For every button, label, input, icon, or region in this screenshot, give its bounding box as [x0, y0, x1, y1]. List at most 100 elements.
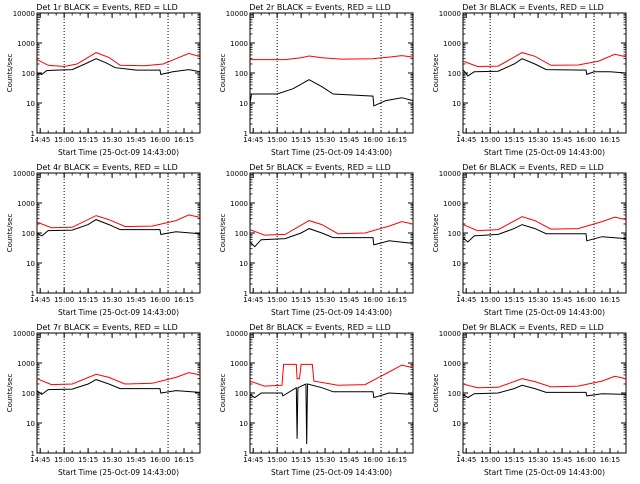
x-tick-label: 16:00 — [363, 136, 383, 144]
detector-panel: Det 2r BLACK = Events, RED = LLD 1 10 100 10… — [219, 3, 414, 157]
x-tick-label: 16:00 — [150, 136, 170, 144]
y-tick-label: 100 — [22, 230, 35, 238]
x-tick-label: 14:45 — [30, 136, 50, 144]
y-tick-label: 10 — [239, 420, 248, 428]
chart-title: Det 5r BLACK = Events, RED = LLD — [249, 163, 391, 172]
x-axis-label: Start Time (25-Oct-09 14:43:00) — [58, 148, 179, 157]
x-tick-label: 14:45 — [456, 296, 476, 304]
detector-panel: Det 3r BLACK = Events, RED = LLD 1 10 100 10… — [432, 3, 627, 157]
y-tick-label: 100 — [22, 390, 35, 398]
x-tick-label: 14:45 — [456, 456, 476, 464]
x-axis-label: Start Time (25-Oct-09 14:43:00) — [58, 308, 179, 317]
x-tick-label: 15:45 — [339, 296, 359, 304]
y-tick-label: 1 — [457, 450, 461, 458]
x-tick-label: 16:15 — [174, 136, 194, 144]
plot-frame — [36, 332, 201, 454]
x-tick-label: 15:15 — [291, 136, 311, 144]
y-tick-label: 10 — [239, 260, 248, 268]
series-black-events — [249, 383, 414, 445]
x-tick-label: 15:45 — [552, 296, 572, 304]
x-tick-label: 15:45 — [126, 296, 146, 304]
chart-title: Det 7r BLACK = Events, RED = LLD — [36, 323, 178, 332]
y-tick-label: 1000 — [17, 360, 35, 368]
y-axis-label: Counts/sec — [219, 214, 227, 253]
x-tick-label: 14:45 — [30, 296, 50, 304]
series-black-events — [36, 219, 201, 237]
series-black-events — [36, 58, 201, 75]
x-axis-label: Start Time (25-Oct-09 14:43:00) — [58, 468, 179, 477]
series-red-lld — [36, 372, 201, 386]
y-tick-label: 10 — [26, 420, 35, 428]
x-tick-label: 16:15 — [600, 456, 620, 464]
y-tick-label: 10000 — [226, 170, 248, 178]
series-black-events — [249, 228, 414, 248]
y-tick-label: 10 — [452, 260, 461, 268]
y-tick-label: 10 — [26, 100, 35, 108]
y-tick-label: 1 — [457, 290, 461, 298]
y-tick-label: 100 — [22, 70, 35, 78]
y-tick-label: 1 — [31, 130, 35, 138]
x-axis-label: Start Time (25-Oct-09 14:43:00) — [484, 468, 605, 477]
chart-title: Det 2r BLACK = Events, RED = LLD — [249, 3, 391, 12]
x-tick-label: 15:00 — [54, 456, 74, 464]
series-black-events — [462, 224, 627, 243]
y-tick-label: 10000 — [13, 330, 35, 338]
y-tick-label: 1 — [244, 130, 248, 138]
y-tick-label: 10000 — [439, 170, 461, 178]
y-axis-label: Counts/sec — [219, 374, 227, 413]
x-tick-label: 14:45 — [456, 136, 476, 144]
x-tick-label: 16:15 — [600, 296, 620, 304]
chart-title: Det 6r BLACK = Events, RED = LLD — [462, 163, 604, 172]
series-red-lld — [250, 55, 414, 61]
series-black-events — [462, 58, 627, 77]
y-tick-label: 1000 — [230, 40, 248, 48]
y-tick-label: 10000 — [439, 10, 461, 18]
y-tick-label: 10000 — [13, 10, 35, 18]
y-tick-label: 1000 — [17, 200, 35, 208]
x-tick-label: 16:00 — [150, 456, 170, 464]
x-tick-label: 14:45 — [243, 136, 263, 144]
x-tick-label: 16:15 — [174, 296, 194, 304]
x-axis-label: Start Time (25-Oct-09 14:43:00) — [484, 308, 605, 317]
x-tick-label: 15:15 — [291, 296, 311, 304]
y-tick-label: 1000 — [443, 360, 461, 368]
y-tick-label: 10 — [26, 260, 35, 268]
chart-title: Det 1r BLACK = Events, RED = LLD — [36, 3, 178, 12]
x-tick-label: 15:45 — [126, 456, 146, 464]
y-tick-label: 1 — [31, 450, 35, 458]
series-black-events — [36, 379, 201, 396]
x-tick-label: 16:00 — [576, 136, 596, 144]
x-tick-label: 15:45 — [126, 136, 146, 144]
y-tick-label: 1 — [457, 130, 461, 138]
x-axis-label: Start Time (25-Oct-09 14:43:00) — [271, 468, 392, 477]
chart-title: Det 9r BLACK = Events, RED = LLD — [462, 323, 604, 332]
y-tick-label: 10 — [239, 100, 248, 108]
y-axis-label: Counts/sec — [432, 54, 440, 93]
y-tick-label: 1 — [244, 290, 248, 298]
y-tick-label: 100 — [448, 230, 461, 238]
x-tick-label: 15:30 — [102, 136, 122, 144]
chart-title: Det 4r BLACK = Events, RED = LLD — [36, 163, 178, 172]
series-black-events — [462, 384, 627, 399]
y-tick-label: 10000 — [226, 330, 248, 338]
plot-frame — [249, 172, 414, 294]
series-red-lld — [462, 375, 627, 389]
x-tick-label: 15:45 — [339, 456, 359, 464]
x-tick-label: 16:00 — [150, 296, 170, 304]
x-tick-label: 15:45 — [552, 136, 572, 144]
plot-frame — [36, 172, 201, 294]
x-tick-label: 15:00 — [480, 296, 500, 304]
detector-panel: Det 7r BLACK = Events, RED = LLD 1 10 100 10… — [6, 323, 201, 477]
detector-panel: Det 8r BLACK = Events, RED = LLD 1 10 100 10… — [219, 323, 414, 477]
x-tick-label: 16:15 — [387, 296, 407, 304]
x-tick-label: 15:15 — [78, 136, 98, 144]
detector-panel: Det 9r BLACK = Events, RED = LLD 1 10 100 10… — [432, 323, 627, 477]
detector-panel: Det 6r BLACK = Events, RED = LLD 1 10 100 10… — [432, 163, 627, 317]
plot-frame — [249, 12, 414, 134]
y-tick-label: 1 — [244, 450, 248, 458]
detector-panel: Det 5r BLACK = Events, RED = LLD 1 10 100 10… — [219, 163, 414, 317]
y-tick-label: 1000 — [443, 200, 461, 208]
y-axis-label: Counts/sec — [6, 374, 14, 413]
